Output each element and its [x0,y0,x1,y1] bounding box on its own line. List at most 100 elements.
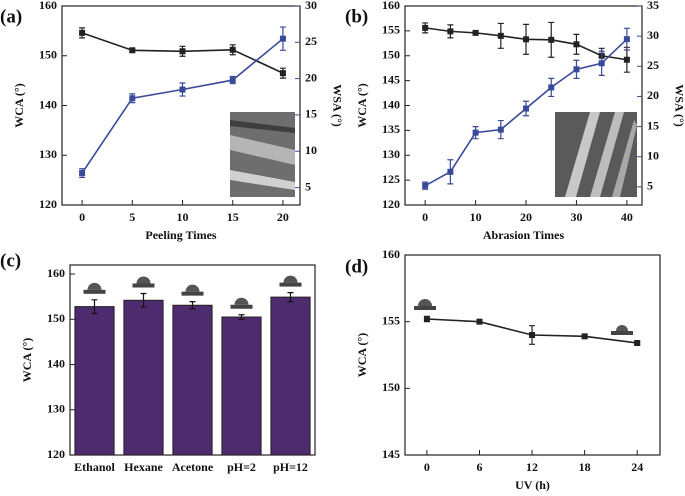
data-point [573,41,580,48]
x-tick-label: pH=2 [227,460,256,474]
x-tick-label: 0 [79,210,85,224]
bar [221,316,262,456]
x-tick-label: 20 [520,210,532,224]
x-tick-label: 10 [470,210,482,224]
y-tick-label: 130 [39,147,57,161]
data-point [447,168,454,175]
data-point [529,332,536,338]
droplet-icon [234,297,249,305]
y-tick-label: 160 [382,247,400,261]
x-tick-label: 6 [476,460,482,474]
droplet-icon [279,282,302,287]
inset-image [555,112,637,197]
y-tick-label: 135 [382,122,400,136]
data-point [179,86,186,93]
x-tick-label: 18 [579,460,591,474]
x-tick-label: 0 [422,210,428,224]
y-tick-label: 155 [382,23,400,37]
data-point [573,66,580,73]
y-tick-label: 120 [47,447,65,461]
data-point [581,333,588,340]
bar [123,299,164,456]
y2-tick-label: 10 [305,143,317,157]
y-tick-label: 120 [382,197,400,211]
data-point [229,46,236,53]
data-point [422,182,429,189]
bar [172,304,213,456]
y-axis-label: WCA (°) [355,83,369,127]
y-tick-label: 145 [382,72,400,86]
data-point [623,56,630,63]
y-tick-label: 150 [382,380,400,394]
data-point [497,32,504,39]
droplet-icon [230,304,253,309]
y2-tick-label: 25 [647,58,659,72]
error-bar [238,314,245,320]
y2-tick-label: 5 [305,179,311,193]
y2-tick-label: 25 [305,34,317,48]
y-tick-label: 140 [382,97,400,111]
y2-tick-label: 15 [305,107,317,121]
y-tick-label: 145 [382,447,400,461]
data-point [129,47,136,54]
y-tick-label: 130 [47,402,65,416]
droplet-icon [414,299,436,310]
x-tick-label: 30 [570,210,582,224]
data-point [472,129,479,136]
y-tick-label: 160 [47,266,65,280]
x-tick-label: pH=12 [273,460,308,474]
panel-label: (b) [345,6,368,27]
data-point [523,105,530,112]
y-axis-label: WCA (°) [355,333,369,377]
error-bar [189,301,196,310]
bar [74,306,115,456]
y-tick-label: 150 [47,311,65,325]
droplet-icon [181,291,204,296]
y-tick-label: 160 [382,0,400,12]
data-point [179,48,186,55]
y2-tick-label: 5 [647,179,653,193]
droplet-icon [611,325,633,335]
data-point [79,29,86,36]
y-axis-label: WCA (°) [12,83,26,127]
y-axis-label: WCA (°) [20,338,34,382]
droplet-icon [283,275,298,283]
y-tick-label: 140 [39,97,57,111]
y-tick-label: 130 [382,147,400,161]
data-point [472,29,479,36]
y2-tick-label: 15 [647,118,659,132]
y2-tick-label: 10 [647,149,659,163]
droplet-icon [87,282,102,290]
y2-axis-label: WSA (°) [330,84,344,126]
data-point [423,316,430,322]
x-axis-label: Peeling Times [145,228,217,242]
x-tick-label: Ethanol [74,460,115,474]
data-point [279,35,286,42]
plot-frame [404,254,661,456]
panel-label: (d) [345,256,368,277]
inset-image [230,112,295,197]
panel-label: (c) [0,250,21,271]
y2-tick-label: 30 [305,0,317,12]
y-tick-label: 120 [39,197,57,211]
y-tick-label: 155 [382,313,400,327]
y-tick-label: 125 [382,172,400,186]
droplet-icon [185,284,200,292]
error-bar [287,291,294,303]
bar [270,296,311,456]
x-tick-label: 0 [424,460,430,474]
data-point [476,318,483,325]
y2-tick-label: 30 [647,28,659,42]
x-tick-label: Acetone [172,460,214,474]
y-tick-label: 140 [47,356,65,370]
data-point [598,60,605,67]
droplet-icon [136,276,151,284]
data-point [129,95,136,102]
data-point [497,126,504,133]
error-bar [140,292,147,308]
x-tick-label: 5 [129,210,135,224]
error-bar [91,299,98,315]
data-point [79,170,86,177]
data-point [422,24,429,31]
